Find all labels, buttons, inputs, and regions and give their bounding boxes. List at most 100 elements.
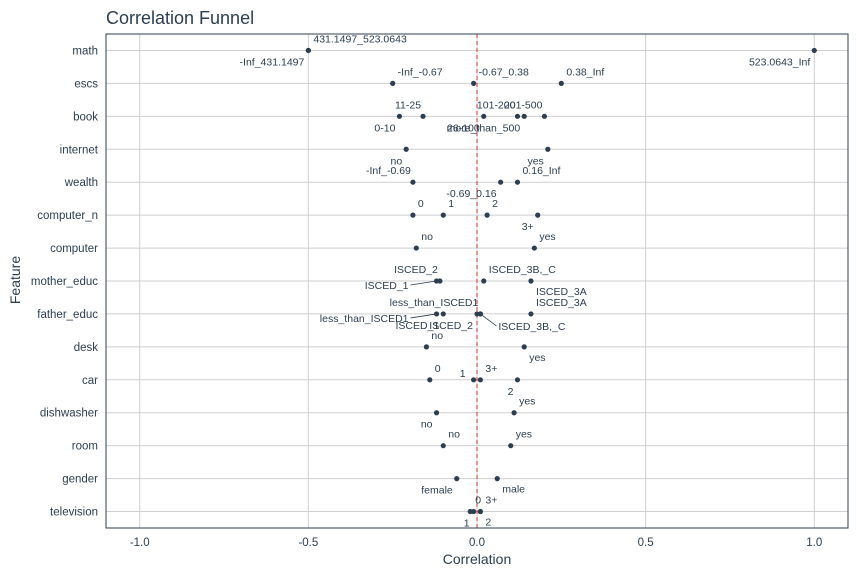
point-label-computer-n-2: 2 bbox=[492, 198, 498, 210]
point-escs-0-67-0-38 bbox=[471, 80, 477, 86]
point-label-mother-educ-isced-3b-c: ISCED_3B,_C bbox=[489, 264, 557, 276]
point-labels: 431.1497_523.0643 -Inf_431.1497 523.0643_I… bbox=[240, 33, 811, 529]
point-book-more-than-500 bbox=[521, 113, 527, 119]
point-gender-male bbox=[494, 476, 500, 482]
point-label-book-26-100: 26-100 bbox=[447, 122, 480, 134]
point-wealth-inf-0-69 bbox=[410, 179, 416, 185]
y-tick-label-desk: desk bbox=[74, 342, 99, 354]
point-label-escs-0-38-inf: 0.38_Inf bbox=[566, 66, 604, 78]
point-label-book-0-10: 0-10 bbox=[374, 122, 395, 134]
y-tick-label-wealth: wealth bbox=[64, 177, 98, 189]
point-label-gender-female: female bbox=[421, 485, 453, 497]
x-tick-label: 1.0 bbox=[806, 537, 822, 549]
point-car-0 bbox=[427, 377, 433, 383]
point-label-car-0: 0 bbox=[435, 363, 441, 375]
point-father-educ-less-than-isced1 bbox=[433, 311, 440, 317]
point-label-mother-educ-isced-1: ISCED_1 bbox=[365, 280, 409, 292]
point-mother-educ-isced-3a bbox=[528, 278, 534, 284]
point-car-3 bbox=[477, 377, 483, 383]
y-tick-label-dishwasher: dishwasher bbox=[40, 408, 98, 420]
point-computer-n-2 bbox=[484, 212, 490, 218]
point-dishwasher-no bbox=[433, 410, 440, 416]
point-wealth-0-69-0-16 bbox=[498, 179, 504, 185]
point-car-2 bbox=[514, 377, 521, 383]
y-tick-label-father-educ: father_educ bbox=[37, 309, 98, 321]
point-label-computer-n-0: 0 bbox=[418, 198, 424, 210]
point-computer-n-3 bbox=[535, 212, 541, 218]
point-desk-no bbox=[423, 344, 430, 350]
point-label-gender-male: male bbox=[502, 484, 525, 496]
label-leader-less-than-isced1 bbox=[410, 313, 437, 319]
point-internet-yes bbox=[545, 146, 551, 152]
point-label-math-523-0643-inf: 523.0643_Inf bbox=[749, 56, 810, 68]
point-label-father-educ-isced-3a: ISCED_3A bbox=[536, 297, 587, 309]
y-tick-label-escs: escs bbox=[74, 78, 98, 90]
point-mother-educ-isced-3b-c bbox=[481, 278, 487, 284]
point-label-math-inf-431-1497: -Inf_431.1497 bbox=[240, 56, 305, 68]
point-label-computer-n-1: 1 bbox=[448, 198, 454, 210]
y-tick-label-computer: computer bbox=[50, 243, 98, 255]
y-tick-label-mother-educ: mother_educ bbox=[31, 276, 98, 288]
point-book-11-25 bbox=[420, 113, 426, 119]
point-label-car-1: 1 bbox=[460, 368, 466, 380]
point-mother-educ-isced-1 bbox=[433, 278, 440, 284]
point-dishwasher-yes bbox=[511, 410, 517, 416]
point-computer-n-0 bbox=[410, 212, 416, 218]
plot-panel-border bbox=[105, 33, 849, 529]
point-label-computer-n-3: 3+ bbox=[522, 221, 534, 233]
y-axis-tick-labels: math escs book internet wealth computer_ncomp… bbox=[31, 45, 99, 518]
point-escs-inf-0-67 bbox=[390, 80, 396, 86]
point-father-educ-isced-3a bbox=[528, 311, 534, 317]
point-label-escs-0-67-0-38: -0.67_0.38 bbox=[479, 66, 529, 78]
x-tick-label: 0.0 bbox=[469, 537, 485, 549]
label-leader-isced-3b-c bbox=[480, 313, 497, 327]
point-label-television-3: 3+ bbox=[485, 495, 497, 507]
point-label-wealth-0-69-0-16: -0.69_0.16 bbox=[446, 188, 496, 200]
point-label-father-educ-isced-3b-c: ISCED_3B,_C bbox=[498, 321, 566, 333]
point-label-car-2: 2 bbox=[508, 386, 514, 398]
point-label-room-no: no bbox=[448, 429, 460, 441]
point-label-dishwasher-yes: yes bbox=[519, 396, 535, 408]
x-axis-title: Correlation bbox=[443, 551, 511, 567]
point-car-1 bbox=[471, 377, 477, 383]
point-label-father-educ-isced-1: ISCED_1 bbox=[395, 320, 439, 332]
point-room-no bbox=[440, 443, 446, 449]
point-label-television-2: 2 bbox=[485, 517, 491, 529]
point-book-0-10 bbox=[396, 113, 403, 119]
point-book-26-100 bbox=[481, 113, 487, 119]
point-computer-no bbox=[413, 245, 419, 251]
point-label-television-0: 0 bbox=[475, 495, 481, 507]
point-label-father-educ-isced-2: ISCED_2 bbox=[429, 320, 473, 332]
point-computer-n-1 bbox=[440, 212, 446, 218]
point-internet-no bbox=[403, 146, 409, 152]
point-label-room-yes: yes bbox=[516, 429, 532, 441]
point-label-escs-inf-0-67: -Inf_-0.67 bbox=[398, 66, 443, 78]
y-tick-label-gender: gender bbox=[62, 474, 98, 486]
y-tick-label-book: book bbox=[73, 111, 98, 123]
y-axis-title: Feature bbox=[7, 256, 23, 304]
point-label-desk-no: no bbox=[431, 330, 443, 342]
y-tick-label-room: room bbox=[72, 441, 98, 453]
point-father-educ-isced-1 bbox=[440, 311, 446, 317]
point-label-car-3: 3+ bbox=[485, 363, 497, 375]
point-escs-0-38-inf bbox=[558, 80, 564, 86]
x-tick-label: -1.0 bbox=[130, 537, 150, 549]
y-tick-label-math: math bbox=[72, 45, 98, 57]
chart-title: Correlation Funnel bbox=[106, 8, 254, 28]
point-label-father-educ-less-than-isced1: less_than_ISCED1 bbox=[320, 313, 409, 325]
label-leader-lines bbox=[410, 280, 497, 327]
y-tick-label-car: car bbox=[82, 375, 98, 387]
y-tick-label-internet: internet bbox=[60, 144, 99, 156]
point-television-1 bbox=[471, 508, 477, 515]
point-book-101-200 bbox=[514, 113, 521, 119]
point-label-book-101-200: 101-200 bbox=[477, 99, 516, 111]
point-math-523-0643-inf bbox=[811, 47, 817, 54]
point-label-book-11-25: 11-25 bbox=[395, 99, 421, 111]
point-label-wealth-0-16-inf: 0.16_Inf bbox=[522, 165, 560, 177]
x-tick-label: 0.5 bbox=[638, 537, 654, 549]
point-label-mother-educ-isced-2: ISCED_2 bbox=[394, 264, 438, 276]
point-computer-yes bbox=[531, 245, 537, 251]
data-points bbox=[305, 47, 817, 515]
point-label-math-431-1497-523-0643: 431.1497_523.0643 bbox=[313, 33, 407, 45]
